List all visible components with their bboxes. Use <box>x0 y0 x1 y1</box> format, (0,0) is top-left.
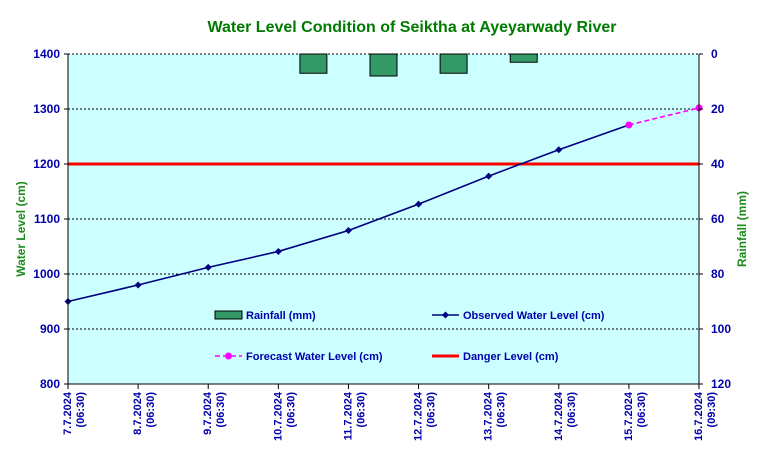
x-tick-date: 14.7.2024 <box>553 391 565 441</box>
x-tick-date: 8.7.2024 <box>132 391 144 435</box>
x-tick-time: (06:30) <box>566 392 578 428</box>
y2-tick-label: 60 <box>711 212 725 226</box>
legend-marker-observed <box>442 311 449 319</box>
y-tick-label: 900 <box>40 322 60 336</box>
x-tick-time: (06:30) <box>215 392 227 428</box>
legend-label: Danger Level (cm) <box>463 351 559 363</box>
x-tick-time: (09:30) <box>706 392 718 428</box>
legend-label: Rainfall (mm) <box>246 310 316 322</box>
observed-point <box>555 146 563 154</box>
legend-label: Forecast Water Level (cm) <box>246 351 383 363</box>
x-tick-time: (06:30) <box>636 392 648 428</box>
x-tick-date: 15.7.2024 <box>623 391 635 441</box>
rainfall-bar <box>299 53 328 74</box>
forecast-point <box>625 121 633 129</box>
x-tick-date: 7.7.2024 <box>62 391 74 435</box>
observed-point <box>485 172 493 180</box>
x-tick-date: 9.7.2024 <box>202 391 214 435</box>
x-tick-date: 11.7.2024 <box>342 391 354 440</box>
x-tick-date: 16.7.2024 <box>693 391 705 441</box>
forecast-line <box>628 107 700 126</box>
observed-point <box>344 227 352 235</box>
rainfall-bar <box>369 53 398 77</box>
y2-axis-title: Rainfall (mm) <box>735 191 749 267</box>
y2-tick-label: 40 <box>711 157 725 171</box>
y2-tick-label: 120 <box>711 377 731 391</box>
y2-tick-label: 100 <box>711 322 731 336</box>
axes: 800 900 1000 1100 1200 1300 1400 0 20 40 60 80 100 12… <box>33 47 731 441</box>
x-tick-label: 14.7.2024(06:30) <box>553 391 578 441</box>
x-tick-label: 9.7.2024(06:30) <box>202 391 227 435</box>
observed-point <box>415 200 423 208</box>
y-tick-label: 1100 <box>34 212 60 226</box>
x-tick-time: (06:30) <box>355 392 367 428</box>
y-tick-label: 1300 <box>33 102 60 116</box>
y-tick-label: 800 <box>40 377 60 391</box>
y-tick-label: 1200 <box>33 157 60 171</box>
x-tick-label: 15.7.2024(06:30) <box>623 391 648 441</box>
x-tick-date: 10.7.2024 <box>272 391 284 441</box>
x-tick-time: (06:30) <box>285 392 297 428</box>
x-tick-label: 8.7.2024(06:30) <box>132 391 157 435</box>
observed-point <box>274 247 282 255</box>
y-axis-title: Water Level (cm) <box>14 181 28 277</box>
observed-point <box>134 281 142 289</box>
x-tick-label: 10.7.2024(06:30) <box>272 391 297 441</box>
chart-title: Water Level Condition of Seiktha at Ayey… <box>208 19 617 36</box>
x-tick-label: 11.7.2024(06:30) <box>342 391 367 440</box>
x-tick-time: (06:30) <box>145 392 157 428</box>
y2-tick-label: 20 <box>711 102 725 116</box>
x-tick-date: 12.7.2024 <box>413 391 425 441</box>
rainfall-bars <box>299 53 538 77</box>
x-tick-time: (06:30) <box>496 392 508 428</box>
y-tick-label: 1400 <box>33 47 60 61</box>
legend-label: Observed Water Level (cm) <box>463 310 605 322</box>
rainfall-bar <box>509 53 538 63</box>
legend-marker-forecast <box>225 352 232 360</box>
y2-tick-label: 80 <box>711 267 725 281</box>
x-tick-label: 16.7.2024(09:30) <box>693 391 718 441</box>
x-tick-date: 13.7.2024 <box>483 391 495 441</box>
observed-point <box>204 263 212 271</box>
y2-tick-label: 0 <box>711 47 718 61</box>
legend: Rainfall (mm) Observed Water Level (cm) Fo… <box>214 310 605 363</box>
x-tick-label: 7.7.2024(06:30) <box>62 391 87 435</box>
x-tick-time: (06:30) <box>426 392 438 428</box>
y-tick-label: 1000 <box>33 267 60 281</box>
rainfall-bar <box>439 53 468 74</box>
x-tick-label: 13.7.2024(06:30) <box>483 391 508 441</box>
x-tick-time: (06:30) <box>75 392 87 428</box>
x-tick-label: 12.7.2024(06:30) <box>413 391 438 441</box>
legend-swatch-rainfall <box>214 310 243 320</box>
